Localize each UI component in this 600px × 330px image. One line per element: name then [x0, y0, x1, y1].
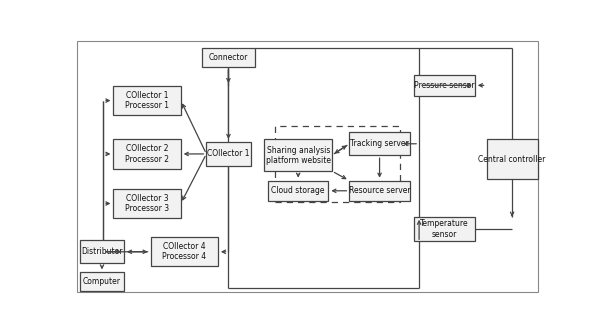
- Text: Central controller: Central controller: [478, 154, 546, 164]
- Text: COllector 2
Processor 2: COllector 2 Processor 2: [125, 144, 169, 164]
- Text: COllector 4
Processor 4: COllector 4 Processor 4: [162, 242, 206, 261]
- Text: Computer: Computer: [83, 277, 121, 286]
- Bar: [487, 139, 538, 180]
- Text: Cloud storage: Cloud storage: [271, 186, 325, 195]
- Bar: [265, 139, 332, 171]
- Text: Distributor: Distributor: [81, 247, 123, 256]
- Bar: [113, 86, 181, 115]
- Bar: [206, 142, 251, 166]
- Bar: [268, 181, 328, 201]
- Bar: [415, 217, 475, 241]
- Text: Connector: Connector: [209, 53, 248, 62]
- Bar: [80, 272, 124, 291]
- Text: Resource server: Resource server: [349, 186, 410, 195]
- Bar: [113, 189, 181, 218]
- Text: COllector 1
Processor 1: COllector 1 Processor 1: [125, 91, 169, 110]
- Bar: [349, 181, 410, 201]
- Text: COllector 1: COllector 1: [207, 149, 250, 158]
- Text: Pressure sensor: Pressure sensor: [415, 81, 475, 90]
- Text: COllector 3
Processor 3: COllector 3 Processor 3: [125, 194, 169, 213]
- Text: Temperature
sensor: Temperature sensor: [421, 219, 469, 239]
- Text: Tracking server: Tracking server: [350, 139, 409, 148]
- Bar: [202, 48, 255, 67]
- Bar: [113, 139, 181, 169]
- Bar: [80, 240, 124, 263]
- Bar: [151, 237, 218, 266]
- Bar: [415, 75, 475, 95]
- Bar: [275, 126, 401, 202]
- Bar: [349, 132, 410, 155]
- Text: Sharing analysis
platform website: Sharing analysis platform website: [266, 146, 331, 165]
